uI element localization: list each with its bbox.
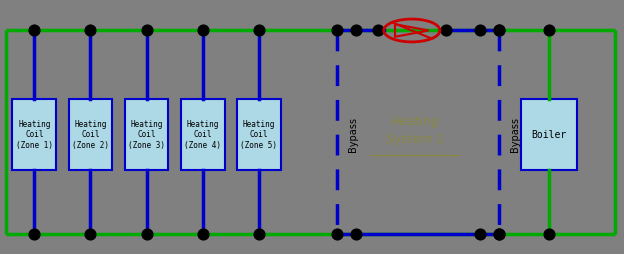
Point	[29, 28, 39, 33]
Point	[475, 28, 485, 33]
FancyBboxPatch shape	[237, 99, 281, 170]
Point	[441, 28, 451, 33]
Text: Heating
Coil
(Zone 3): Heating Coil (Zone 3)	[128, 120, 165, 150]
Point	[142, 28, 152, 33]
Point	[85, 28, 95, 33]
Point	[29, 232, 39, 236]
FancyBboxPatch shape	[12, 99, 56, 170]
Text: Heating
Coil
(Zone 1): Heating Coil (Zone 1)	[16, 120, 53, 150]
Text: Heating
Coil
(Zone 5): Heating Coil (Zone 5)	[240, 120, 278, 150]
Point	[494, 232, 504, 236]
Point	[332, 28, 342, 33]
Point	[254, 232, 264, 236]
FancyBboxPatch shape	[521, 99, 577, 170]
Point	[254, 28, 264, 33]
FancyBboxPatch shape	[125, 99, 168, 170]
Point	[85, 232, 95, 236]
Text: Bypass: Bypass	[510, 117, 520, 152]
Text: Heating
Coil
(Zone 2): Heating Coil (Zone 2)	[72, 120, 109, 150]
FancyBboxPatch shape	[69, 99, 112, 170]
Point	[351, 28, 361, 33]
FancyBboxPatch shape	[181, 99, 225, 170]
Point	[475, 232, 485, 236]
Point	[494, 28, 504, 33]
Point	[142, 232, 152, 236]
Point	[332, 232, 342, 236]
Text: Heating: Heating	[391, 115, 439, 129]
Point	[494, 232, 504, 236]
Text: System 1: System 1	[386, 133, 444, 146]
Point	[494, 28, 504, 33]
Point	[373, 28, 383, 33]
Text: Bypass: Bypass	[348, 117, 358, 152]
Point	[544, 232, 554, 236]
Point	[544, 28, 554, 33]
Text: Heating
Coil
(Zone 4): Heating Coil (Zone 4)	[184, 120, 222, 150]
Point	[198, 232, 208, 236]
Text: Boiler: Boiler	[532, 130, 567, 140]
Point	[198, 28, 208, 33]
Point	[351, 232, 361, 236]
